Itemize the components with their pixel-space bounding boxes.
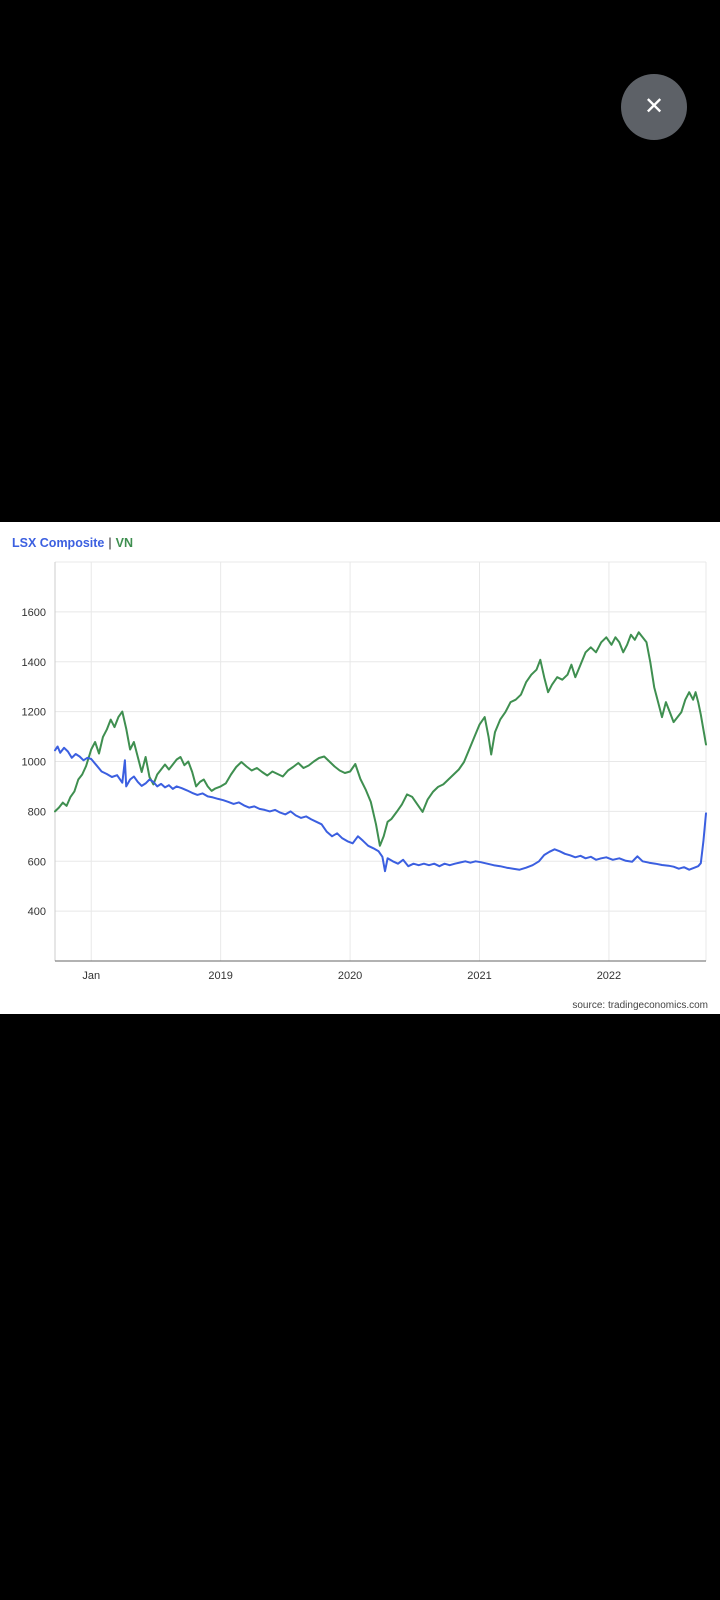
lsx-composite-line (54, 745, 707, 873)
legend-separator: | (108, 536, 112, 550)
y-tick-label: 600 (28, 856, 46, 868)
close-button[interactable]: ✕ (621, 74, 687, 140)
y-tick-label: 400 (28, 906, 46, 918)
source-attribution: source: tradingeconomics.com (572, 1000, 708, 1011)
legend-lsx-composite[interactable]: LSX Composite (12, 536, 105, 550)
legend-vn[interactable]: VN (115, 536, 133, 550)
y-tick-label: 1000 (22, 757, 46, 769)
chart-legend: LSX Composite | VN (12, 536, 133, 550)
y-tick-label: 1200 (22, 707, 46, 719)
line-chart[interactable]: 400 600 800 1000 1200 1400 1600 Jan 2019 2020 2021… (0, 522, 720, 1014)
chart-panel: 400 600 800 1000 1200 1400 1600 Jan 2019 2020 2021… (0, 522, 720, 1014)
x-tick-label: 2019 (208, 970, 232, 982)
y-tick-label: 1600 (22, 607, 46, 619)
x-tick-label: 2022 (597, 970, 621, 982)
x-tick-label: 2020 (338, 970, 362, 982)
vn-line (54, 631, 707, 847)
x-tick-label: Jan (82, 970, 100, 982)
y-tick-label: 1400 (22, 657, 46, 669)
close-icon: ✕ (643, 93, 665, 120)
y-tick-label: 800 (28, 806, 46, 818)
x-tick-label: 2021 (467, 970, 491, 982)
